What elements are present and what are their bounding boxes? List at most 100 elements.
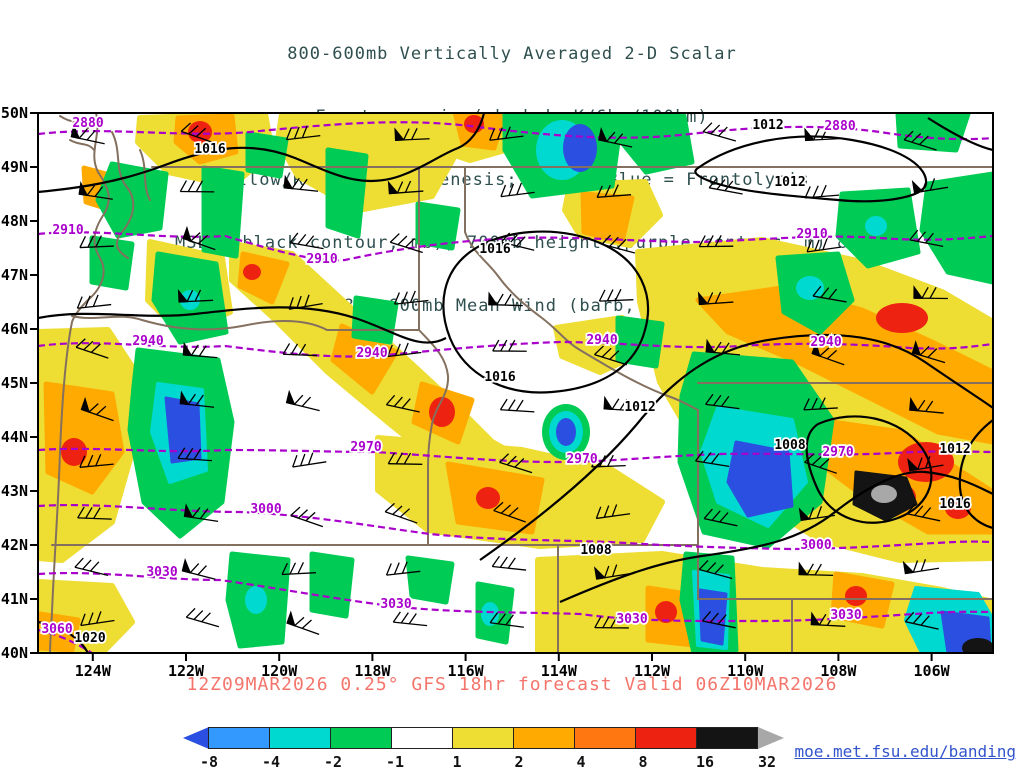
wind-barb [289,232,324,250]
colorbar-segment [269,727,331,749]
wind-barb [907,456,944,472]
wind-barb [385,561,421,576]
wind-barb [182,225,216,251]
wind-barb [74,557,109,576]
colorbar-tick-label: 1 [452,753,462,771]
colorbar-tick-label: 8 [638,753,648,771]
wind-barb [76,294,112,309]
lat-label: 42N [1,536,28,554]
contour-labels-layer: 2880 2880 2910 2910 2910 2940 2940 2940 2940 2970… [40,114,973,648]
wind-barb [387,180,424,195]
wind-barb [488,291,523,307]
colorbar-tick-label: -2 [323,753,343,771]
mslp-contours-black [38,113,993,653]
wind-barb [493,501,526,523]
wind-barb [798,561,834,576]
wind-barb [489,126,524,141]
colorbar-tick-label: -8 [199,753,219,771]
lon-label: 112W [634,662,671,680]
wind-barb [810,611,846,627]
wind-barb [904,611,939,630]
lon-label: 122W [168,662,205,680]
wind-barb [70,123,105,145]
lat-label: 41N [1,590,28,608]
wind-barb [78,181,113,200]
wind-barb [803,397,838,411]
wind-barb [913,285,949,300]
wind-barb [694,450,730,468]
colorbar-tick-label: 16 [695,753,715,771]
wind-barb [177,447,213,462]
wind-barb [902,559,940,575]
wind-barb [702,122,737,142]
wind-barb [701,610,736,629]
wind-barb [285,125,321,141]
wind-barb [392,611,428,627]
wind-barb [282,343,318,357]
mslp-contour-label: 1020 [74,631,105,646]
forecast-caption: 12Z09MAR2026 0.25° GFS 18hr forecast Val… [186,674,838,695]
colorbar-right-arrow [758,727,784,749]
height-contour-label: 2910 [306,252,337,267]
wind-barb [179,390,215,408]
wind-barb [292,452,327,468]
lat-label: 45N [1,374,28,392]
credit-link[interactable]: moe.met.fsu.edu/banding [794,742,1016,761]
wind-barb [290,506,324,528]
colorbar-segment [696,727,758,749]
wind-barb [177,288,214,303]
wind-barb [489,612,524,628]
height-contour-label: 2940 [810,335,841,350]
lat-label: 49N [1,158,28,176]
lat-label: 44N [1,428,28,446]
wind-barb [182,341,218,359]
mslp-contour-label: 1016 [479,242,510,257]
wind-barb [389,233,423,254]
wind-barb [598,288,634,302]
wind-barb [384,502,418,524]
mslp-contour-label: 1012 [624,400,655,415]
colorbar-segment [452,727,514,749]
wind-barb [179,180,215,193]
lat-label: 43N [1,482,28,500]
colorbar-scale [183,727,793,749]
wind-barb [705,338,741,356]
colorbar-segment [574,727,636,749]
height-contours-purple [38,121,993,653]
wind-barb [393,290,429,305]
wind-barb [183,503,219,522]
colorbar-left-arrow [183,727,209,749]
height-contour-label: 3030 [830,608,861,623]
colorbar-tick-label: 32 [757,753,777,771]
height-contour-label: 2910 [796,227,827,242]
wind-barb [593,564,631,580]
height-contour-label: 2940 [356,346,387,361]
wind-barb [499,453,533,474]
wind-barb [708,177,743,195]
mslp-contour-label: 1012 [752,118,783,133]
wind-barb [591,454,626,468]
lon-label: 116W [448,662,485,680]
wind-barb [79,235,114,249]
lon-label: 120W [261,662,298,680]
wind-barb [804,127,840,142]
height-contour-label: 2880 [824,119,855,134]
wind-barb [601,234,636,254]
mslp-contour-label: 1012 [774,175,805,190]
wind-barb [697,291,734,306]
colorbar-segment [391,727,453,749]
lon-label: 118W [354,662,391,680]
wind-barb [705,393,740,410]
wind-barb [492,339,527,352]
wind-barb [595,504,631,520]
colorbar-segment [513,727,575,749]
wind-barb [387,342,422,358]
colorbar-tick-label: -4 [261,753,281,771]
height-contour-label: 2940 [586,333,617,348]
wind-barb [603,395,639,412]
height-contour-label: 2970 [822,445,853,460]
wind-barb [806,237,841,253]
colorbar-segment [330,727,392,749]
